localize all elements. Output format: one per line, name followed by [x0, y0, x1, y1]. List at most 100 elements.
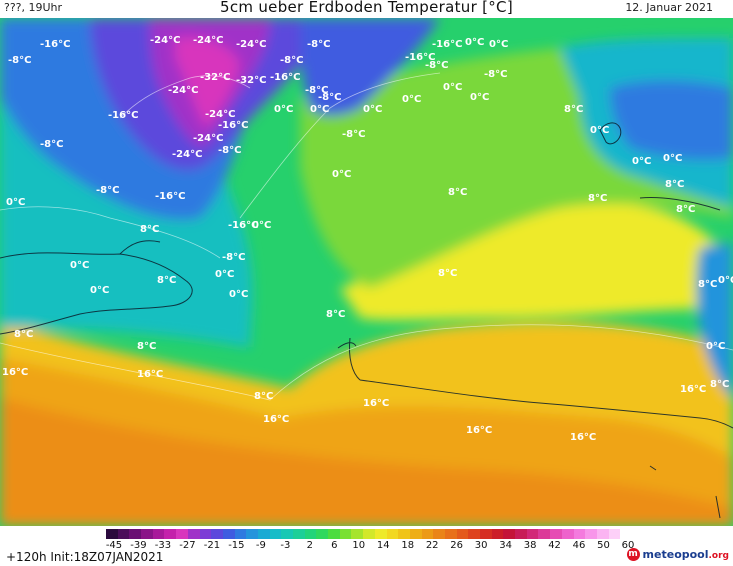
- isotherm-label: -16°C: [108, 110, 139, 121]
- isotherm-label: 0°C: [274, 104, 294, 115]
- logo-text: meteopool.org: [643, 548, 729, 561]
- scale-tick-label: 10: [352, 540, 366, 551]
- isotherm-label: -8°C: [425, 60, 449, 71]
- scale-swatch: [480, 529, 492, 539]
- scale-tick-label: 22: [425, 540, 439, 551]
- isotherm-label: 0°C: [229, 289, 249, 300]
- isotherm-label: 8°C: [14, 329, 34, 340]
- scale-swatch: [409, 529, 422, 539]
- isotherm-label: 0°C: [363, 104, 383, 115]
- isotherm-label: 8°C: [710, 379, 730, 390]
- scale-tick-label: 14: [376, 540, 390, 551]
- isotherm-label: 0°C: [443, 82, 463, 93]
- isotherm-label: -24°C: [205, 109, 236, 120]
- scale-swatch: [456, 529, 469, 539]
- scale-swatch: [222, 529, 235, 539]
- scale-swatch: [421, 529, 434, 539]
- isotherm-label: -8°C: [307, 39, 331, 50]
- scale-swatch: [596, 529, 609, 539]
- scale-swatch: [281, 529, 293, 539]
- scale-tick-label: -45: [105, 540, 123, 551]
- isotherm-label: 16°C: [680, 384, 707, 395]
- isotherm-label: 8°C: [588, 193, 608, 204]
- isotherm-label: 0°C: [332, 169, 352, 180]
- scale-swatch: [106, 529, 118, 539]
- scale-swatch: [234, 529, 247, 539]
- scale-tick-label: -15: [228, 540, 245, 551]
- scale-swatch: [316, 529, 329, 539]
- logo-brand: meteopool: [642, 548, 709, 561]
- scale-tick-label: 34: [499, 540, 512, 551]
- isotherm-label: 16°C: [137, 369, 164, 380]
- isotherm-label: 8°C: [157, 275, 177, 286]
- color-scale-ticks: -45 -39 -33 -27 -21 -15 -9 -3 2 6 10 14 18 22 26 30 34 38…: [100, 540, 640, 552]
- header: ???, 19Uhr 5cm ueber Erdboden Temperatur…: [0, 0, 733, 18]
- isotherm-label: 0°C: [90, 285, 110, 296]
- isotherm-label: -16°C: [155, 191, 186, 202]
- isotherm-label: -16°C: [218, 120, 249, 131]
- isotherm-label: -8°C: [222, 252, 246, 263]
- scale-swatch: [246, 529, 258, 539]
- isotherm-label: 0°C: [402, 94, 422, 105]
- isotherm-label: 8°C: [140, 224, 160, 235]
- scale-tick-label: 50: [597, 540, 610, 551]
- scale-swatch: [538, 529, 551, 539]
- scale-swatch: [187, 529, 200, 539]
- scale-tick-label: -33: [154, 540, 172, 551]
- scale-tick-label: 30: [474, 540, 488, 551]
- scale-swatch: [573, 529, 586, 539]
- valid-time: ???, 19Uhr: [4, 1, 63, 14]
- isotherm-label: 8°C: [448, 187, 468, 198]
- isotherm-label: -24°C: [168, 85, 199, 96]
- scale-swatch: [363, 529, 375, 539]
- temperature-map[interactable]: -16°C -24°C -24°C -24°C -8°C -8°C -8°C -32°C -32…: [0, 18, 733, 526]
- isotherm-label: 0°C: [465, 37, 485, 48]
- isotherm-label: 0°C: [590, 125, 610, 136]
- scale-tick-label: -9: [255, 540, 266, 551]
- isotherm-label: 0°C: [489, 39, 509, 50]
- map-date: 12. Januar 2021: [625, 1, 713, 14]
- isotherm-label: -16°C: [405, 52, 436, 63]
- scale-swatch: [328, 529, 340, 539]
- isotherm-label: 8°C: [254, 391, 274, 402]
- isotherm-label: -16°C: [40, 39, 71, 50]
- isotherm-label: -8°C: [318, 92, 342, 103]
- isotherm-label: 8°C: [326, 309, 346, 320]
- scale-swatch: [257, 529, 270, 539]
- meteopool-logo[interactable]: m meteopool.org: [626, 548, 729, 561]
- scale-swatch: [468, 529, 480, 539]
- isotherm-label: -16°C: [432, 39, 463, 50]
- scale-swatch: [374, 529, 387, 539]
- isotherm-label: -24°C: [193, 133, 224, 144]
- isotherm-label: 0°C: [706, 341, 726, 352]
- scale-swatch: [433, 529, 445, 539]
- isotherm-label: 16°C: [263, 414, 290, 425]
- scale-swatch: [141, 529, 153, 539]
- isotherm-label: -8°C: [305, 85, 329, 96]
- isotherm-label: 16°C: [363, 398, 390, 409]
- scale-swatch: [293, 529, 305, 539]
- isotherm-label: -32°C: [236, 75, 267, 86]
- scale-swatch: [199, 529, 212, 539]
- isotherm-label: -16°C: [228, 220, 259, 231]
- isotherm-label: 16°C: [466, 425, 493, 436]
- scale-swatch: [117, 529, 130, 539]
- scale-tick-label: 46: [572, 540, 586, 551]
- forecast-run-info: +120h Init:18Z07JAN2021: [6, 550, 164, 564]
- color-scale-bar: [106, 529, 621, 539]
- isotherm-label: -24°C: [172, 149, 203, 160]
- scale-swatch: [386, 529, 399, 539]
- scale-swatch: [526, 529, 539, 539]
- scale-swatch: [164, 529, 177, 539]
- isotherm-label: 0°C: [470, 92, 490, 103]
- isotherm-label: -8°C: [342, 129, 366, 140]
- isotherm-label: -24°C: [150, 35, 181, 46]
- scale-tick-label: 42: [548, 540, 561, 551]
- isotherm-label: 8°C: [665, 179, 685, 190]
- isotherm-label: 0°C: [215, 269, 235, 280]
- scale-swatch: [515, 529, 527, 539]
- isotherm-label: -16°C: [270, 72, 301, 83]
- temperature-field: [0, 18, 733, 526]
- scale-swatch: [129, 529, 142, 539]
- isotherm-label: 0°C: [70, 260, 90, 271]
